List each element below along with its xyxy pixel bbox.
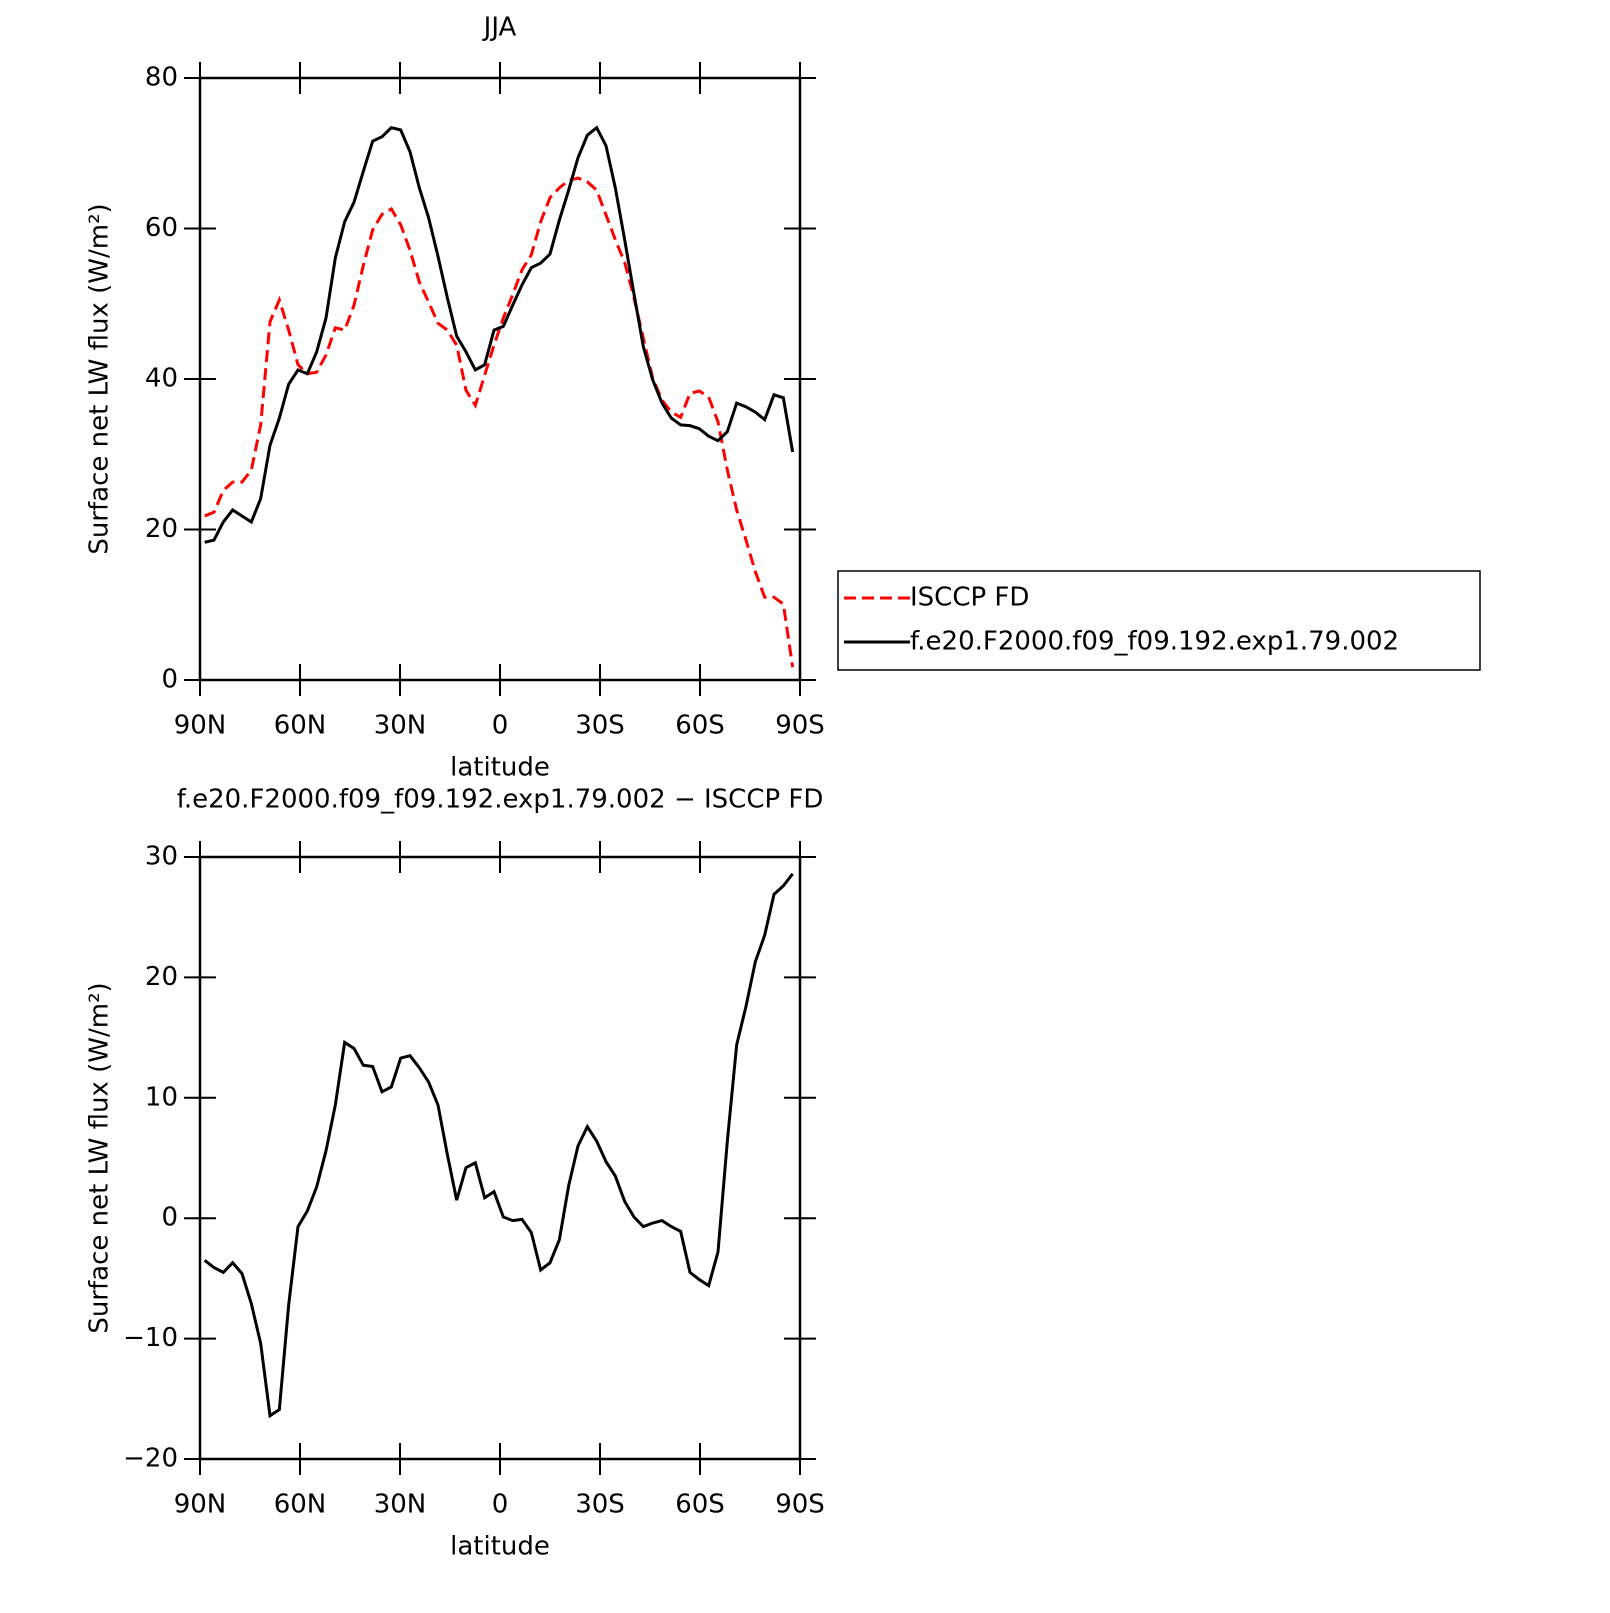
plot-frame xyxy=(198,855,802,1461)
plot-frame xyxy=(198,76,802,682)
y-axis-label: Surface net LW flux (W/m²) xyxy=(85,203,115,554)
x-tick-label: 30N xyxy=(374,1490,427,1520)
y-tick-label: 20 xyxy=(145,962,178,992)
x-axis-label: latitude xyxy=(450,753,550,783)
x-axis-label: latitude xyxy=(450,1532,550,1562)
x-tick-label: 0 xyxy=(492,711,509,741)
series-line xyxy=(204,125,795,544)
y-tick-label: 20 xyxy=(145,514,178,544)
series-line xyxy=(204,176,795,668)
y-tick-label: 0 xyxy=(161,1203,178,1233)
y-tick-label: −20 xyxy=(123,1444,178,1474)
x-tick-label: 60N xyxy=(274,711,327,741)
y-tick-label: 10 xyxy=(145,1082,178,1112)
x-tick-label: 90N xyxy=(174,1490,227,1520)
y-tick-label: 80 xyxy=(145,63,178,93)
x-tick-label: 30S xyxy=(575,711,625,741)
y-tick-label: −10 xyxy=(123,1323,178,1353)
x-tick-label: 30N xyxy=(374,711,427,741)
y-tick-label: 0 xyxy=(161,665,178,695)
x-tick-label: 90S xyxy=(775,1490,825,1520)
legend-label: f.e20.F2000.f09_f09.192.exp1.79.002 xyxy=(910,627,1399,657)
x-tick-label: 90S xyxy=(775,711,825,741)
series-line xyxy=(203,872,794,1419)
y-tick-label: 60 xyxy=(145,213,178,243)
legend-box xyxy=(837,570,1481,671)
y-tick-label: 40 xyxy=(145,364,178,394)
x-tick-label: 60N xyxy=(274,1490,327,1520)
chart-title: f.e20.F2000.f09_f09.192.exp1.79.002 − IS… xyxy=(177,785,824,815)
y-axis-label: Surface net LW flux (W/m²) xyxy=(85,982,115,1333)
x-tick-label: 0 xyxy=(492,1490,509,1520)
x-tick-label: 30S xyxy=(575,1490,625,1520)
y-tick-label: 30 xyxy=(145,842,178,872)
x-tick-label: 60S xyxy=(675,711,725,741)
x-tick-label: 90N xyxy=(174,711,227,741)
legend-label: ISCCP FD xyxy=(910,583,1029,613)
x-tick-label: 60S xyxy=(675,1490,725,1520)
chart-title: JJA xyxy=(482,13,517,43)
